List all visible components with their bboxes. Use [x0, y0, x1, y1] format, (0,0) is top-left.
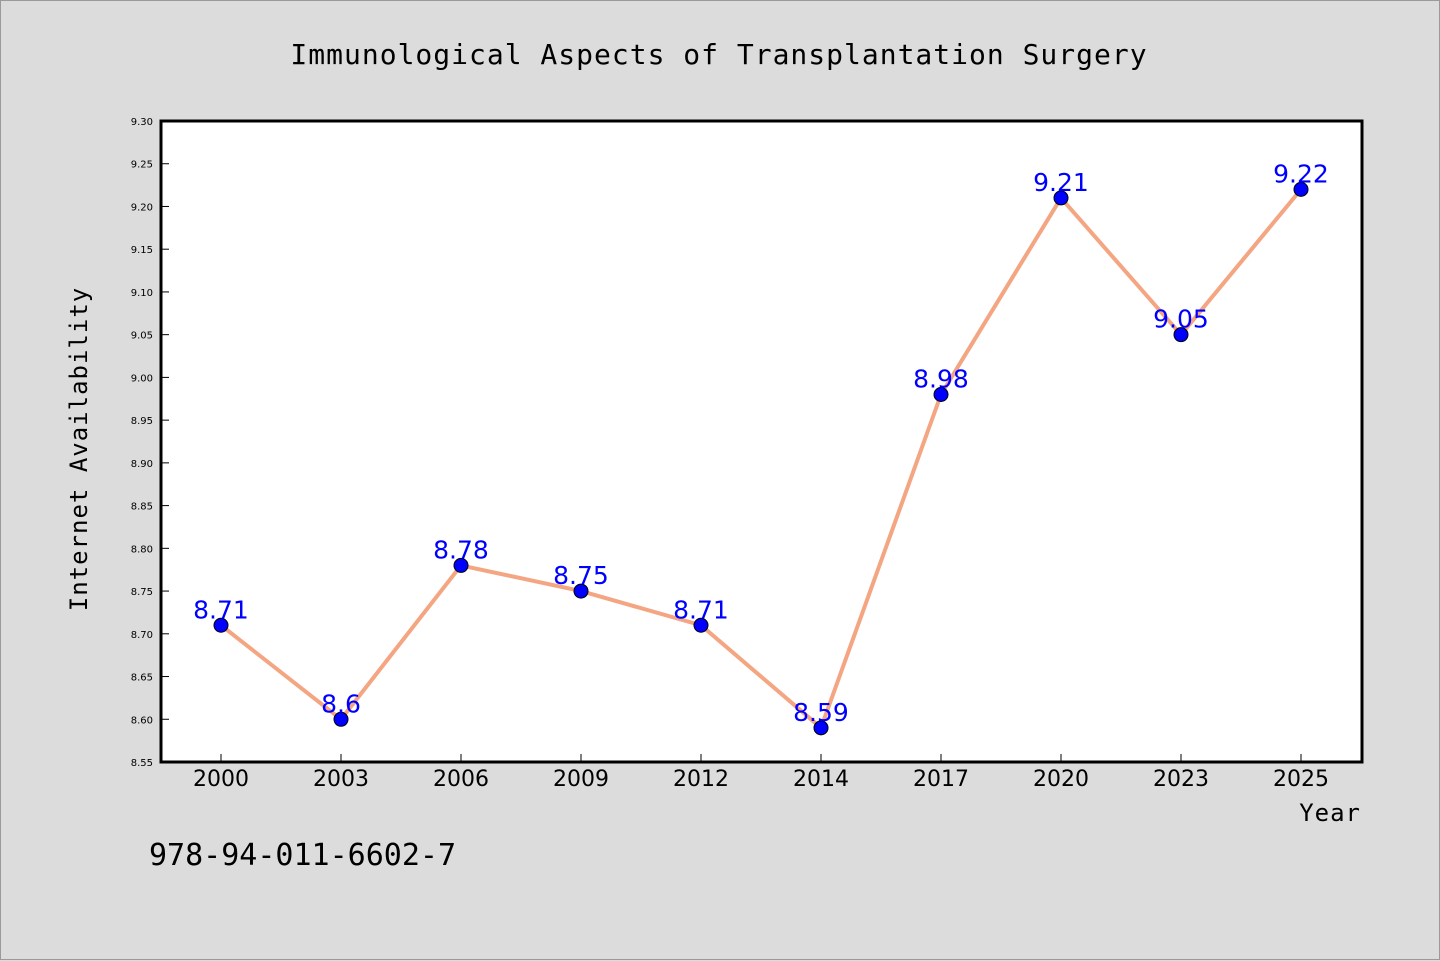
chart-title: Immunological Aspects of Transplantation… [290, 38, 1147, 71]
y-tick-label: 8.75 [131, 587, 153, 598]
data-point [933, 386, 949, 402]
x-tick-label: 2023 [1153, 767, 1209, 792]
data-point [813, 720, 829, 736]
y-tick-label: 9.10 [131, 288, 153, 299]
data-label: 8.71 [193, 595, 249, 624]
x-tick-label: 2017 [913, 767, 969, 792]
y-tick-label: 8.80 [131, 544, 153, 555]
x-axis: 2000 2003 2006 2009 2012 2014 2017 2020 2023 2025 [193, 754, 1329, 792]
data-label: 8.59 [793, 698, 849, 727]
data-label: 8.98 [913, 364, 969, 393]
data-label: 9.21 [1033, 168, 1089, 197]
y-tick-label: 8.90 [131, 459, 153, 470]
data-point [333, 711, 349, 727]
y-axis: 8.55 8.60 8.65 8.70 8.75 8.80 8.85 8.90 8.95 9.00… [131, 117, 169, 769]
data-point [1293, 181, 1309, 197]
data-label: 8.6 [321, 689, 361, 718]
x-axis-label: Year [1299, 799, 1361, 827]
x-tick-label: 2003 [313, 767, 369, 792]
x-tick-label: 2025 [1273, 767, 1329, 792]
data-label: 8.78 [433, 535, 489, 564]
data-point [1173, 327, 1189, 343]
y-tick-label: 8.65 [131, 673, 153, 684]
y-tick-label: 9.00 [131, 373, 153, 384]
y-tick-label: 8.85 [131, 502, 153, 513]
x-tick-label: 2006 [433, 767, 489, 792]
y-tick-label: 9.15 [131, 245, 153, 256]
x-tick-label: 2000 [193, 767, 249, 792]
data-label: 9.22 [1273, 159, 1329, 188]
isbn-label: 978-94-011-6602-7 [149, 838, 456, 873]
x-tick-label: 2009 [553, 767, 609, 792]
data-point [453, 557, 469, 573]
plot-area [159, 119, 1364, 764]
data-point [573, 583, 589, 599]
y-tick-label: 8.60 [131, 715, 153, 726]
x-tick-label: 2014 [793, 767, 849, 792]
data-point [1053, 190, 1069, 206]
data-point [693, 617, 709, 633]
x-tick-label: 2012 [673, 767, 729, 792]
x-tick-label: 2020 [1033, 767, 1089, 792]
y-tick-label: 8.95 [131, 416, 153, 427]
series-line [219, 188, 1303, 730]
data-point [213, 617, 229, 633]
data-label: 8.75 [553, 561, 609, 590]
y-tick-label: 9.05 [131, 331, 153, 342]
y-tick-label: 8.55 [131, 758, 153, 769]
data-label: 8.71 [673, 595, 729, 624]
y-tick-label: 9.30 [131, 117, 153, 128]
series-group: 8.71 8.6 8.78 8.75 8.71 8.59 8.98 9.21 9.05 9.22 [193, 159, 1329, 736]
y-tick-label: 8.70 [131, 630, 153, 641]
y-tick-label: 9.25 [131, 160, 153, 171]
data-label: 9.05 [1153, 305, 1209, 334]
y-tick-label: 9.20 [131, 202, 153, 213]
y-axis-label: Internet Availability [65, 287, 93, 611]
